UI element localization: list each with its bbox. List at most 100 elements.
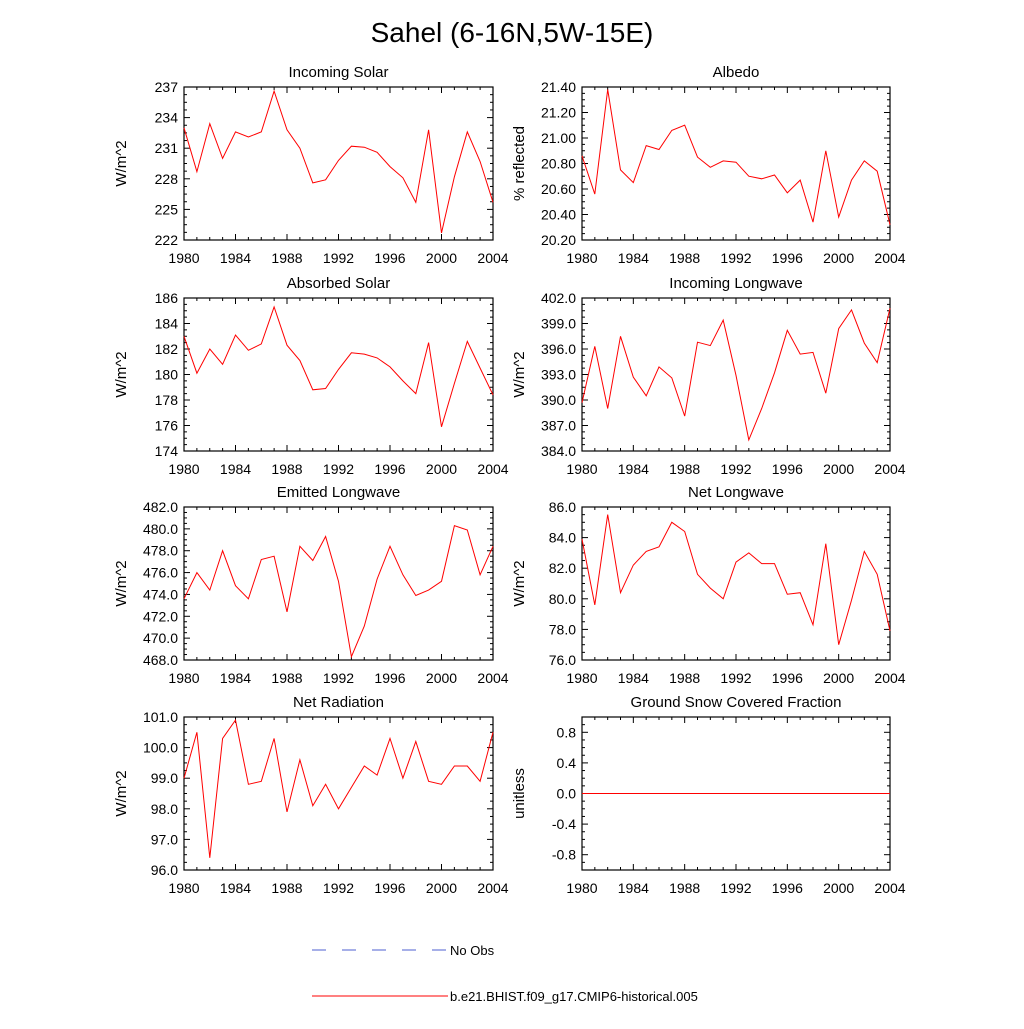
- x-tick-label: 1996: [772, 880, 803, 896]
- y-tick-label: 101.0: [143, 709, 178, 725]
- panel-3: Absorbed Solar 1980 1984 1988 1992 1996 2000 20…: [113, 275, 509, 477]
- legend-label: b.e21.BHIST.f09_g17.CMIP6-historical.005: [450, 989, 698, 1004]
- y-tick-label: 178: [155, 392, 179, 408]
- x-tick-label: 1984: [618, 880, 649, 896]
- y-tick-label: 396.0: [541, 341, 576, 357]
- x-tick-label: 2004: [477, 880, 508, 896]
- y-tick-label: 234: [155, 110, 179, 126]
- plot-frame: [581, 86, 891, 241]
- y-axis-label: W/m^2: [511, 560, 528, 606]
- x-tick-label: 1984: [618, 461, 649, 477]
- x-tick-label: 1996: [772, 461, 803, 477]
- x-tick-label: 1980: [168, 250, 199, 266]
- x-tick-label: 2004: [874, 250, 905, 266]
- x-tick-label: 1996: [772, 670, 803, 686]
- x-tick-label: 1984: [618, 670, 649, 686]
- y-tick-label: 96.0: [151, 862, 178, 878]
- x-tick-label: 1988: [669, 250, 700, 266]
- y-tick-label: 84.0: [549, 530, 576, 546]
- panel-title: Incoming Solar: [288, 64, 388, 81]
- y-tick-label: 100.0: [143, 740, 178, 756]
- panel-title: Albedo: [713, 64, 760, 81]
- y-tick-label: 482.0: [143, 499, 178, 515]
- x-tick-label: 1992: [720, 250, 751, 266]
- panel-2: Albedo 1980 1984 1988 1992 1996 2000 2004 20.20 2…: [511, 64, 906, 266]
- panel-6: Net Longwave 1980 1984 1988 1992 1996 2000 2004…: [511, 484, 906, 686]
- x-tick-label: 1984: [220, 250, 251, 266]
- x-tick-label: 1992: [720, 670, 751, 686]
- plot-frame: [581, 506, 891, 661]
- series-line: [183, 89, 494, 234]
- x-tick-label: 2000: [823, 670, 854, 686]
- y-tick-label: 21.00: [541, 130, 576, 146]
- x-tick-label: 1980: [566, 461, 597, 477]
- x-tick-label: 2000: [823, 461, 854, 477]
- x-tick-label: 1996: [374, 670, 405, 686]
- x-tick-label: 2000: [426, 250, 457, 266]
- y-axis-label: W/m^2: [113, 560, 130, 606]
- x-tick-label: 1992: [323, 461, 354, 477]
- panel-title: Incoming Longwave: [669, 275, 802, 292]
- y-tick-label: 21.20: [541, 105, 576, 121]
- x-tick-label: 1984: [618, 250, 649, 266]
- y-tick-label: 97.0: [151, 831, 178, 847]
- series-line: [581, 514, 891, 645]
- panel-title: Ground Snow Covered Fraction: [631, 694, 842, 711]
- panels: Incoming Solar 1980 1984 1988 1992 1996 2000 20…: [113, 64, 906, 896]
- y-tick-label: 86.0: [549, 499, 576, 515]
- x-tick-label: 1988: [669, 461, 700, 477]
- x-tick-label: 1988: [271, 250, 302, 266]
- y-tick-label: 176: [155, 418, 179, 434]
- plot-frame: [183, 297, 494, 452]
- x-tick-label: 2004: [477, 670, 508, 686]
- y-axis-label: unitless: [511, 768, 528, 819]
- y-tick-label: 98.0: [151, 801, 178, 817]
- y-tick-label: 184: [155, 316, 179, 332]
- x-tick-label: 1980: [566, 880, 597, 896]
- x-tick-label: 2004: [477, 250, 508, 266]
- series-line: [183, 305, 494, 427]
- panel-title: Emitted Longwave: [277, 484, 400, 501]
- y-tick-label: 387.0: [541, 418, 576, 434]
- x-tick-label: 1984: [220, 670, 251, 686]
- y-tick-label: 20.80: [541, 156, 576, 172]
- x-tick-label: 2000: [426, 461, 457, 477]
- y-tick-label: 237: [155, 79, 179, 95]
- panel-title: Absorbed Solar: [287, 275, 390, 292]
- x-tick-label: 1992: [323, 250, 354, 266]
- x-tick-label: 1988: [271, 880, 302, 896]
- y-tick-label: 231: [155, 140, 179, 156]
- y-axis-label: W/m^2: [511, 351, 528, 397]
- panel-5: Emitted Longwave 1980 1984 1988 1992 1996 2000…: [113, 484, 509, 686]
- y-tick-label: 99.0: [151, 770, 178, 786]
- y-tick-label: 78.0: [549, 621, 576, 637]
- y-tick-label: 472.0: [143, 608, 178, 624]
- panel-8: Ground Snow Covered Fraction 1980 1984 1988…: [511, 694, 906, 896]
- y-tick-label: 476.0: [143, 565, 178, 581]
- x-tick-label: 2004: [477, 461, 508, 477]
- y-tick-label: 0.4: [557, 755, 577, 771]
- x-tick-label: 1980: [168, 880, 199, 896]
- panel-1: Incoming Solar 1980 1984 1988 1992 1996 2000 20…: [113, 64, 509, 266]
- plot-frame: [183, 716, 494, 871]
- x-tick-label: 1988: [669, 880, 700, 896]
- panel-title: Net Longwave: [688, 484, 784, 501]
- y-tick-label: 228: [155, 171, 179, 187]
- x-tick-label: 2000: [823, 250, 854, 266]
- y-tick-label: -0.4: [552, 816, 576, 832]
- y-tick-label: 76.0: [549, 652, 576, 668]
- panel-7: Net Radiation 1980 1984 1988 1992 1996 2000 200…: [113, 694, 509, 896]
- x-tick-label: 1988: [271, 461, 302, 477]
- y-axis-label: W/m^2: [113, 140, 130, 186]
- x-tick-label: 1992: [720, 880, 751, 896]
- y-tick-label: 186: [155, 290, 179, 306]
- y-tick-label: 222: [155, 232, 179, 248]
- x-tick-label: 1988: [271, 670, 302, 686]
- x-tick-label: 2000: [823, 880, 854, 896]
- y-tick-label: 470.0: [143, 630, 178, 646]
- y-tick-label: 82.0: [549, 560, 576, 576]
- x-tick-label: 2000: [426, 880, 457, 896]
- y-tick-label: 390.0: [541, 392, 576, 408]
- x-tick-label: 1992: [323, 670, 354, 686]
